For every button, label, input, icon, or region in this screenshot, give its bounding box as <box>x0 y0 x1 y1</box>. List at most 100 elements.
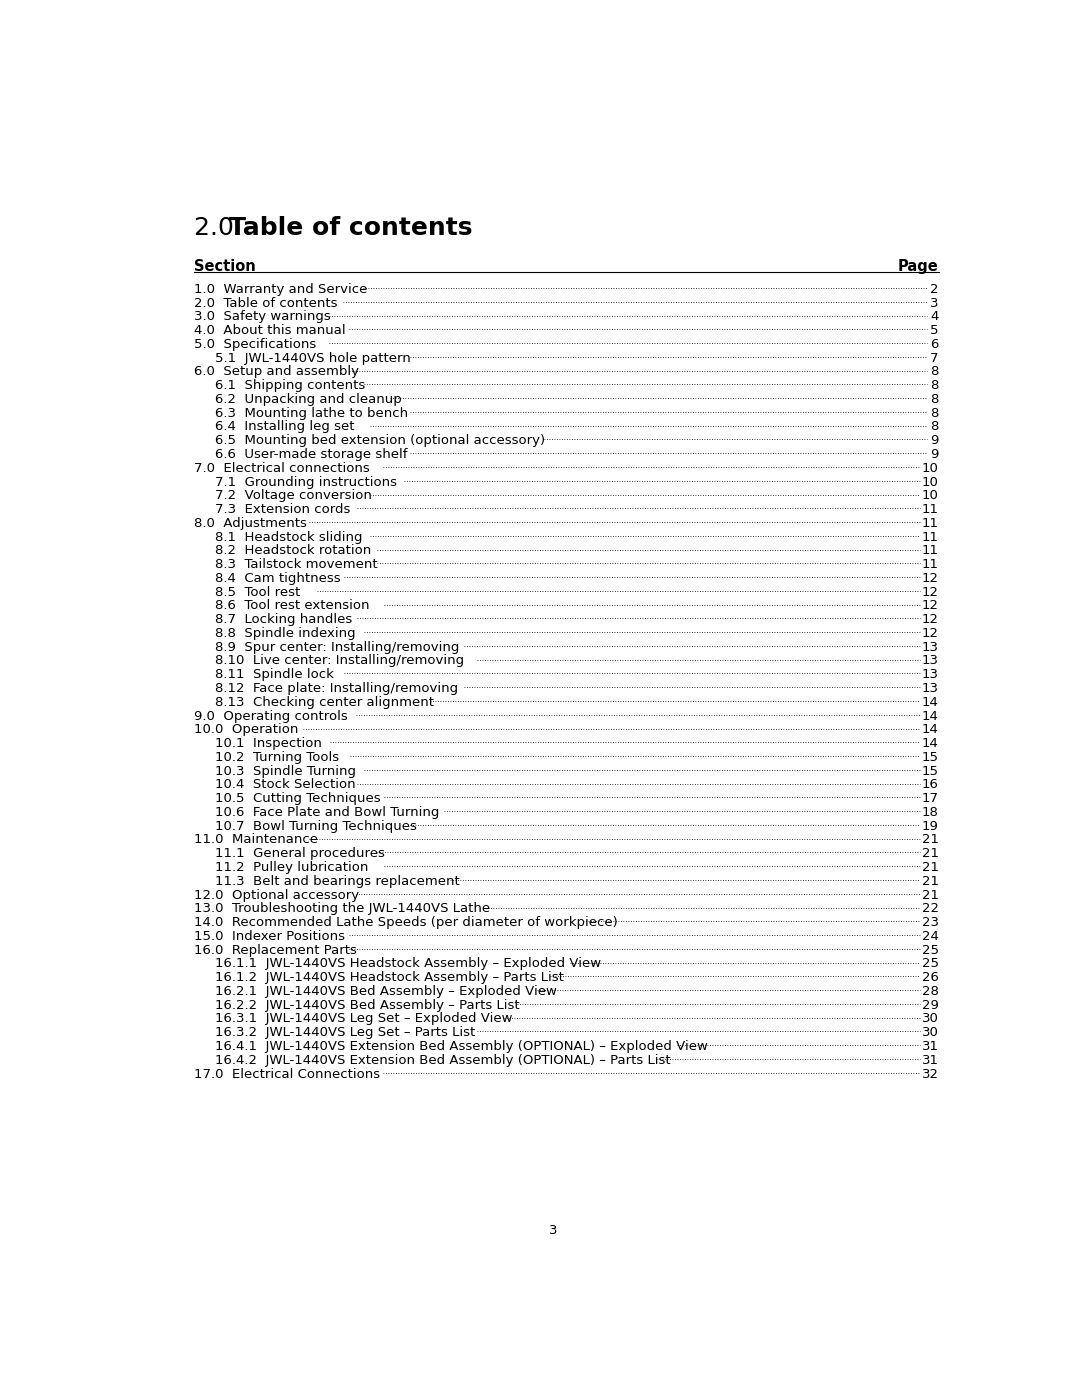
Text: 8.2  Headstock rotation: 8.2 Headstock rotation <box>215 545 375 557</box>
Text: 10.5  Cutting Techniques: 10.5 Cutting Techniques <box>215 792 384 805</box>
Text: 13: 13 <box>921 641 939 654</box>
Text: 12: 12 <box>921 585 939 599</box>
Text: 8.4  Cam tightness: 8.4 Cam tightness <box>215 571 345 585</box>
Text: 23: 23 <box>921 916 939 929</box>
Text: 8.8  Spindle indexing: 8.8 Spindle indexing <box>215 627 360 640</box>
Text: 17.0  Electrical Connections: 17.0 Electrical Connections <box>193 1067 380 1080</box>
Text: 16.4.1  JWL-1440VS Extension Bed Assembly (OPTIONAL) – Exploded View: 16.4.1 JWL-1440VS Extension Bed Assembly… <box>215 1039 712 1053</box>
Text: 2.0  Table of contents: 2.0 Table of contents <box>193 296 337 310</box>
Text: 8.9  Spur center: Installing/removing: 8.9 Spur center: Installing/removing <box>215 641 459 654</box>
Text: 31: 31 <box>921 1053 939 1067</box>
Text: 6.3  Mounting lathe to bench: 6.3 Mounting lathe to bench <box>215 407 411 419</box>
Text: 6.1  Shipping contents: 6.1 Shipping contents <box>215 379 365 393</box>
Text: 2: 2 <box>930 282 939 296</box>
Text: 8.10  Live center: Installing/removing: 8.10 Live center: Installing/removing <box>215 655 468 668</box>
Text: 12: 12 <box>921 613 939 626</box>
Text: 16.3.1  JWL-1440VS Leg Set – Exploded View: 16.3.1 JWL-1440VS Leg Set – Exploded Vie… <box>215 1013 516 1025</box>
Text: 10: 10 <box>921 489 939 503</box>
Text: 10.3  Spindle Turning: 10.3 Spindle Turning <box>215 764 360 778</box>
Text: 29: 29 <box>921 999 939 1011</box>
Text: 14: 14 <box>921 696 939 708</box>
Text: 5.1  JWL-1440VS hole pattern: 5.1 JWL-1440VS hole pattern <box>215 352 415 365</box>
Text: 6.6  User-made storage shelf: 6.6 User-made storage shelf <box>215 448 411 461</box>
Text: 16.2.1  JWL-1440VS Bed Assembly – Exploded View: 16.2.1 JWL-1440VS Bed Assembly – Explode… <box>215 985 561 997</box>
Text: 17: 17 <box>921 792 939 805</box>
Text: 8.13  Checking center alignment: 8.13 Checking center alignment <box>215 696 437 708</box>
Text: 7.1  Grounding instructions: 7.1 Grounding instructions <box>215 475 401 489</box>
Text: 10.4  Stock Selection: 10.4 Stock Selection <box>215 778 355 792</box>
Text: 8.7  Locking handles: 8.7 Locking handles <box>215 613 356 626</box>
Text: 3.0  Safety warnings: 3.0 Safety warnings <box>193 310 330 323</box>
Text: 12: 12 <box>921 599 939 612</box>
Text: 24: 24 <box>921 930 939 943</box>
Text: 8: 8 <box>930 379 939 393</box>
Text: 30: 30 <box>921 1027 939 1039</box>
Text: 8.0  Adjustments: 8.0 Adjustments <box>193 517 311 529</box>
Text: 10.0  Operation: 10.0 Operation <box>193 724 302 736</box>
Text: 4: 4 <box>930 310 939 323</box>
Text: 13: 13 <box>921 655 939 668</box>
Text: 6.0  Setup and assembly: 6.0 Setup and assembly <box>193 366 359 379</box>
Text: 19: 19 <box>921 820 939 833</box>
Text: 11.0  Maintenance: 11.0 Maintenance <box>193 834 318 847</box>
Text: 2.0: 2.0 <box>193 217 249 240</box>
Text: 14: 14 <box>921 724 939 736</box>
Text: 16.1.1  JWL-1440VS Headstock Assembly – Exploded View: 16.1.1 JWL-1440VS Headstock Assembly – E… <box>215 957 600 971</box>
Text: 10.1  Inspection: 10.1 Inspection <box>215 738 326 750</box>
Text: 18: 18 <box>921 806 939 819</box>
Text: 8: 8 <box>930 407 939 419</box>
Text: 16.3.2  JWL-1440VS Leg Set – Parts List: 16.3.2 JWL-1440VS Leg Set – Parts List <box>215 1027 475 1039</box>
Text: 16.0  Replacement Parts: 16.0 Replacement Parts <box>193 943 356 957</box>
Text: 11: 11 <box>921 503 939 515</box>
Text: 11: 11 <box>921 517 939 529</box>
Text: 4.0  About this manual: 4.0 About this manual <box>193 324 350 337</box>
Text: Section: Section <box>193 258 255 274</box>
Text: 6.2  Unpacking and cleanup: 6.2 Unpacking and cleanup <box>215 393 402 407</box>
Text: 16: 16 <box>921 778 939 792</box>
Text: 13: 13 <box>921 668 939 682</box>
Text: 7.2  Voltage conversion: 7.2 Voltage conversion <box>215 489 372 503</box>
Text: 8: 8 <box>930 393 939 407</box>
Text: 5: 5 <box>930 324 939 337</box>
Text: 26: 26 <box>921 971 939 983</box>
Text: 8.3  Tailstock movement: 8.3 Tailstock movement <box>215 559 381 571</box>
Text: 28: 28 <box>921 985 939 997</box>
Text: 6.4  Installing leg set: 6.4 Installing leg set <box>215 420 354 433</box>
Text: 7.3  Extension cords: 7.3 Extension cords <box>215 503 354 515</box>
Text: 10.7  Bowl Turning Techniques: 10.7 Bowl Turning Techniques <box>215 820 417 833</box>
Text: 21: 21 <box>921 861 939 875</box>
Text: 5.0  Specifications: 5.0 Specifications <box>193 338 320 351</box>
Text: 13: 13 <box>921 682 939 696</box>
Text: 11: 11 <box>921 545 939 557</box>
Text: 11.3  Belt and bearings replacement: 11.3 Belt and bearings replacement <box>215 875 459 888</box>
Text: 7: 7 <box>930 352 939 365</box>
Text: 10: 10 <box>921 475 939 489</box>
Text: 12: 12 <box>921 627 939 640</box>
Text: 3: 3 <box>930 296 939 310</box>
Text: 30: 30 <box>921 1013 939 1025</box>
Text: 12.0  Optional accessory: 12.0 Optional accessory <box>193 888 359 901</box>
Text: 21: 21 <box>921 834 939 847</box>
Text: 21: 21 <box>921 847 939 861</box>
Text: 10.6  Face Plate and Bowl Turning: 10.6 Face Plate and Bowl Turning <box>215 806 443 819</box>
Text: 8: 8 <box>930 366 939 379</box>
Text: 9: 9 <box>930 434 939 447</box>
Text: 11: 11 <box>921 559 939 571</box>
Text: 13.0  Troubleshooting the JWL-1440VS Lathe: 13.0 Troubleshooting the JWL-1440VS Lath… <box>193 902 494 915</box>
Text: 8: 8 <box>930 420 939 433</box>
Text: 15.0  Indexer Positions: 15.0 Indexer Positions <box>193 930 345 943</box>
Text: 32: 32 <box>921 1067 939 1080</box>
Text: 7.0  Electrical connections: 7.0 Electrical connections <box>193 462 374 475</box>
Text: 10: 10 <box>921 462 939 475</box>
Text: 16.2.2  JWL-1440VS Bed Assembly – Parts List: 16.2.2 JWL-1440VS Bed Assembly – Parts L… <box>215 999 524 1011</box>
Text: 11.2  Pulley lubrication: 11.2 Pulley lubrication <box>215 861 373 875</box>
Text: 6.5  Mounting bed extension (optional accessory): 6.5 Mounting bed extension (optional acc… <box>215 434 549 447</box>
Text: 14: 14 <box>921 710 939 722</box>
Text: 8.1  Headstock sliding: 8.1 Headstock sliding <box>215 531 366 543</box>
Text: 11.1  General procedures: 11.1 General procedures <box>215 847 384 861</box>
Text: 16.1.2  JWL-1440VS Headstock Assembly – Parts List: 16.1.2 JWL-1440VS Headstock Assembly – P… <box>215 971 564 983</box>
Text: 12: 12 <box>921 571 939 585</box>
Text: 6: 6 <box>930 338 939 351</box>
Text: 1.0  Warranty and Service: 1.0 Warranty and Service <box>193 282 367 296</box>
Text: 9: 9 <box>930 448 939 461</box>
